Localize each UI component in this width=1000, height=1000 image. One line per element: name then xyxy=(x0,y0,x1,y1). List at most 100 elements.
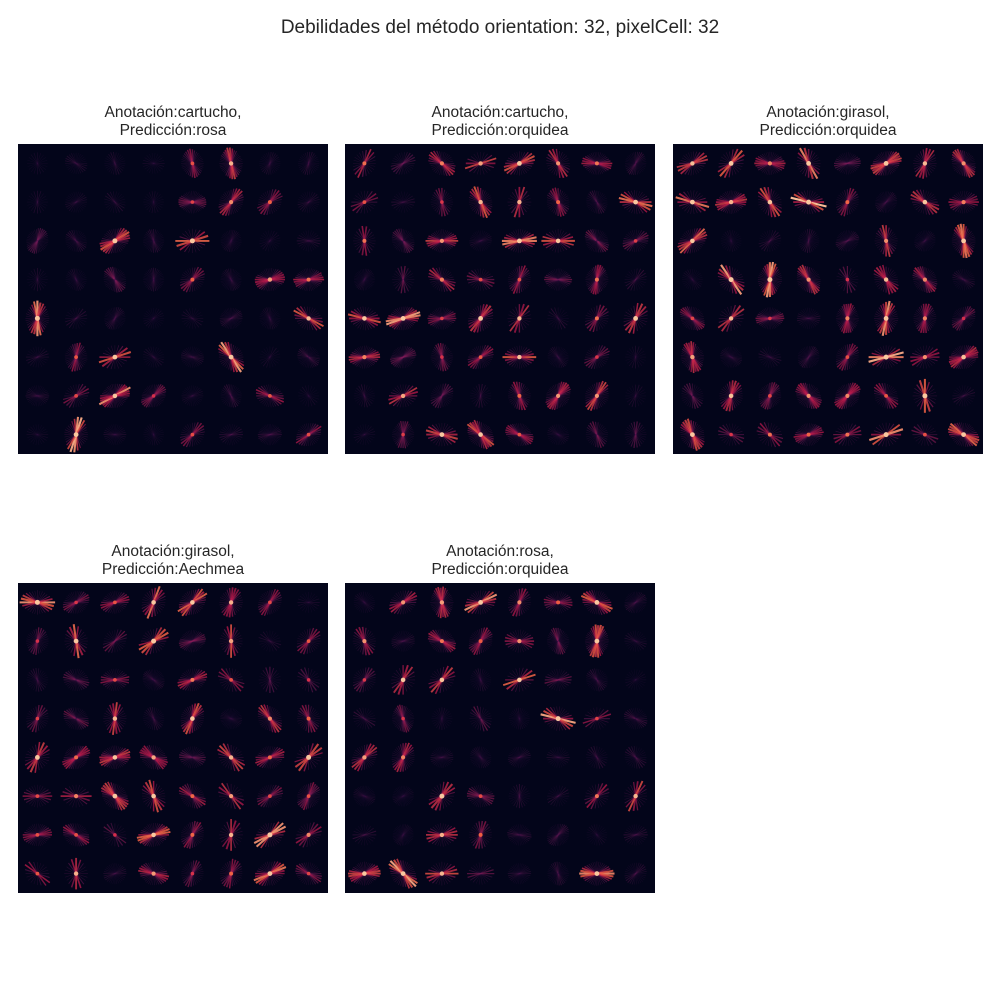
hog-cell-glyph xyxy=(581,152,613,175)
hog-cell-glyph xyxy=(352,707,376,730)
hog-cell-glyph xyxy=(143,423,165,446)
hog-cell-glyph xyxy=(680,341,705,374)
hog-cell-glyph xyxy=(681,269,703,291)
hog-cell-glyph xyxy=(428,150,456,177)
hog-cell-glyph xyxy=(718,423,745,446)
hog-cell-glyph xyxy=(719,380,743,412)
hog-cell-glyph xyxy=(392,785,414,807)
hog-cell-glyph xyxy=(464,590,498,615)
hog-cell-glyph xyxy=(430,746,454,768)
hog-cell-glyph xyxy=(873,382,899,409)
annotation-label: Anotación:girasol, xyxy=(111,543,235,560)
hog-cell-glyph xyxy=(179,266,205,293)
hog-cell-glyph xyxy=(507,381,531,411)
hog-cell-glyph xyxy=(624,862,647,885)
hog-cell-glyph xyxy=(353,785,376,807)
hog-cell-glyph xyxy=(679,418,705,451)
hog-cell-glyph xyxy=(756,422,784,448)
hog-cell-glyph xyxy=(62,668,90,692)
hog-cell-glyph xyxy=(391,228,415,254)
hog-cell-glyph xyxy=(352,667,376,693)
hog-cell-glyph xyxy=(796,147,821,180)
hog-cell-glyph xyxy=(758,346,782,368)
hog-cell-glyph xyxy=(875,191,898,214)
hog-cell-glyph xyxy=(391,265,415,294)
hog-cell-glyph xyxy=(507,186,532,218)
hog-cell-glyph xyxy=(427,629,457,653)
hog-cell-glyph xyxy=(26,227,49,254)
hog-cell-glyph xyxy=(425,229,459,253)
hog-cell-glyph xyxy=(585,380,609,412)
hog-cell-glyph xyxy=(584,304,609,333)
hog-cell-glyph xyxy=(259,307,281,330)
hog-cell-glyph xyxy=(100,668,130,692)
hog-cell-glyph xyxy=(257,588,282,616)
hog-cell-glyph xyxy=(715,190,748,214)
hog-cell-glyph xyxy=(297,346,321,368)
hog-cell-glyph xyxy=(388,384,419,408)
hog-cell-glyph xyxy=(297,591,320,613)
hog-cell-glyph xyxy=(142,152,165,174)
prediction-label: Predicción:orquidea xyxy=(431,561,569,578)
hog-cell-glyph xyxy=(720,346,743,368)
hog-cell-glyph xyxy=(796,307,821,330)
hog-cell-glyph xyxy=(625,345,647,369)
hog-cell-glyph xyxy=(430,342,454,372)
hog-cell-glyph xyxy=(177,668,208,692)
prediction-label: Predicción:Aechmea xyxy=(101,561,245,578)
hog-cell-glyph xyxy=(219,858,243,889)
hog-cell-glyph xyxy=(541,229,575,253)
hog-cell-glyph xyxy=(470,668,492,692)
hog-cell-glyph xyxy=(350,190,379,214)
hog-cell-glyph xyxy=(948,345,979,370)
hog-cell-glyph xyxy=(219,587,243,618)
annotation-label: Anotación:rosa, xyxy=(446,543,554,560)
hog-cell-glyph xyxy=(468,304,494,333)
hog-cell-glyph xyxy=(467,862,495,885)
hog-cell-glyph xyxy=(256,189,283,216)
hog-cell-glyph xyxy=(507,824,532,846)
hog-cell-glyph xyxy=(139,744,169,770)
hog-cell-glyph xyxy=(676,151,709,176)
hog-cell-glyph xyxy=(947,422,980,447)
hog-cell-glyph xyxy=(797,345,820,369)
hog-cell-glyph xyxy=(219,147,243,180)
hog-cell-glyph xyxy=(98,383,131,409)
hog-cell-glyph xyxy=(99,745,131,770)
hog-cell-glyph xyxy=(793,423,824,447)
hog-cell-glyph xyxy=(392,704,415,733)
hog-cell-glyph xyxy=(755,307,785,330)
hog-cell-glyph xyxy=(218,782,245,810)
hog-cell-glyph xyxy=(64,857,88,890)
hog-cell-glyph xyxy=(217,667,245,692)
hog-cell-glyph xyxy=(504,629,535,653)
hog-cell-glyph xyxy=(466,268,495,291)
hog-cell-glyph xyxy=(545,381,571,411)
hog-cell-glyph xyxy=(391,420,415,449)
hog-cell-glyph xyxy=(910,189,940,215)
hog-cell-glyph xyxy=(951,306,976,331)
hog-cell-glyph xyxy=(64,416,88,453)
hog-cell-glyph xyxy=(547,861,569,886)
hog-cell-glyph xyxy=(385,306,421,331)
hog-cell-glyph xyxy=(502,667,536,693)
hog-cell-glyph xyxy=(219,819,243,851)
hog-cell-glyph xyxy=(547,346,569,368)
hog-cell-glyph xyxy=(675,190,710,215)
hog-cell-glyph xyxy=(102,629,128,654)
hog-cell-glyph xyxy=(181,148,204,179)
hog-cell-glyph xyxy=(425,423,458,447)
hog-cell-glyph xyxy=(255,384,285,408)
hog-cell-glyph xyxy=(508,784,531,809)
hog-image xyxy=(345,144,655,454)
hog-cell-glyph xyxy=(253,821,287,849)
hog-cell-glyph xyxy=(466,784,495,808)
hog-cell-glyph xyxy=(353,591,375,614)
hog-cell-glyph xyxy=(390,152,416,175)
hog-cell-glyph xyxy=(507,863,532,885)
hog-cell-glyph xyxy=(143,307,165,329)
hog-cell-glyph xyxy=(143,229,165,253)
hog-cell-glyph xyxy=(622,229,649,253)
hog-cell-glyph xyxy=(293,268,325,292)
hog-cell-glyph xyxy=(717,264,745,296)
